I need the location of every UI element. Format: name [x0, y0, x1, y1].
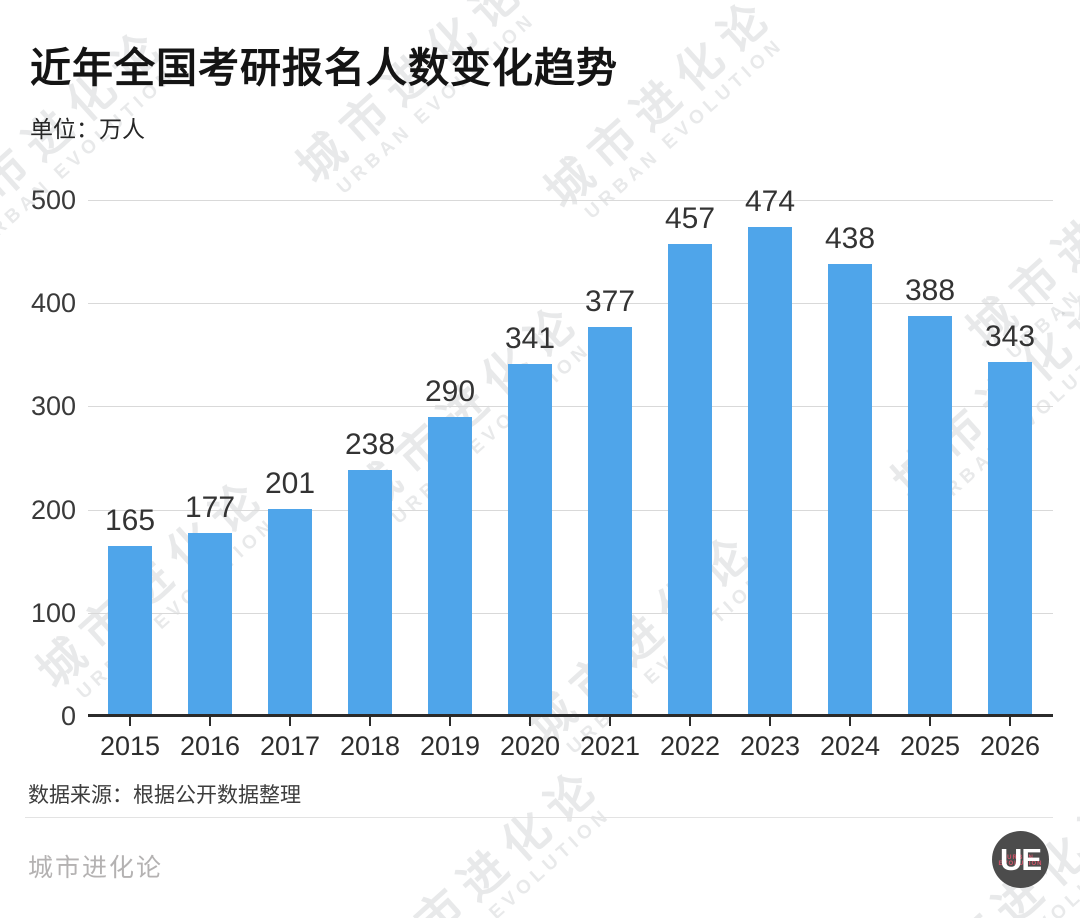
x-axis-tick	[529, 717, 531, 726]
watermark-cn-text: 城市进化论	[897, 780, 1080, 918]
bar-2023	[748, 226, 792, 716]
bar-value-label: 377	[584, 284, 636, 318]
brand-logo: URBAN EVOLUTION UE	[992, 831, 1049, 888]
gridline-300	[88, 406, 1053, 408]
bar-value-label: 457	[664, 202, 716, 236]
x-axis-tick	[929, 717, 931, 726]
y-axis-tick-label: 500	[30, 185, 76, 215]
x-axis-tick-label: 2023	[739, 731, 801, 761]
gridline-100	[88, 612, 1053, 614]
bar-value-label: 165	[104, 503, 156, 537]
x-axis-tick	[449, 717, 451, 726]
x-axis-tick-label: 2022	[659, 731, 721, 761]
bar-value-label: 177	[184, 491, 236, 525]
bar-2021	[588, 326, 632, 716]
bar-value-label: 341	[504, 322, 556, 356]
bar-value-label: 438	[824, 221, 876, 255]
y-axis-tick-label: 300	[30, 391, 76, 422]
y-axis-tick-label: 400	[30, 288, 76, 319]
watermark-cn-text: 城市进化论	[362, 755, 613, 918]
gridline-400	[88, 303, 1053, 305]
bar-value-label: 474	[744, 184, 796, 218]
x-axis-tick-label: 2016	[179, 731, 241, 761]
bar-2015	[108, 545, 152, 716]
bar-value-label: 343	[984, 320, 1036, 354]
x-axis-tick	[209, 717, 211, 726]
x-axis-tick-label: 2018	[339, 731, 401, 761]
brand-text: 城市进化论	[28, 854, 164, 882]
watermark-cn-text: 城市进化论	[535, 0, 786, 218]
bar-2017	[268, 508, 312, 716]
x-axis-tick	[129, 717, 131, 726]
x-axis-tick-label: 2017	[259, 731, 321, 761]
gridline-200	[88, 509, 1053, 511]
x-axis-tick	[1009, 717, 1011, 726]
x-axis-tick-label: 2024	[819, 731, 881, 761]
bar-value-label: 290	[424, 374, 476, 408]
source-note: 数据来源：根据公开数据整理	[28, 784, 301, 807]
page-title: 近年全国考研报名人数变化趋势	[30, 45, 618, 91]
brand-logo-subtext: URBAN EVOLUTION	[998, 855, 1043, 867]
bar-2026	[988, 362, 1032, 716]
x-axis-tick	[609, 717, 611, 726]
x-axis-tick-label: 2025	[899, 731, 961, 761]
footer-divider	[25, 817, 1053, 818]
x-axis-tick-label: 2015	[99, 731, 161, 761]
bar-2019	[428, 416, 472, 716]
x-axis-tick-label: 2026	[979, 731, 1041, 761]
bar-2025	[908, 315, 952, 716]
bar-2020	[508, 364, 552, 716]
y-axis-tick-label: 100	[30, 597, 76, 628]
x-axis-tick-label: 2019	[419, 731, 481, 761]
x-axis-tick-label: 2021	[579, 731, 641, 761]
bar-2016	[188, 533, 232, 716]
watermark-en-text: URBAN EVOLUTION	[408, 803, 616, 918]
x-axis-line	[88, 714, 1053, 717]
bar-2022	[668, 244, 712, 716]
watermark-en-text: URBAN EVOLUTION	[333, 8, 541, 199]
y-axis-tick-label: 200	[30, 494, 76, 525]
gridline-500	[88, 200, 1053, 201]
bar-value-label: 238	[344, 428, 396, 462]
unit-label: 单位：万人	[30, 116, 145, 142]
x-axis-tick	[849, 717, 851, 726]
brand-logo-monogram: UE	[999, 841, 1042, 877]
bar-2018	[348, 470, 392, 716]
bar-value-label: 388	[904, 273, 956, 307]
watermark-cn-text: 城市进化论	[287, 0, 538, 193]
x-axis-tick	[689, 717, 691, 726]
bar-chart-plot-area: 165 177 201 238 290 341 377 457 474 438 388 343	[88, 185, 1053, 716]
x-axis-tick	[769, 717, 771, 726]
x-axis-tick	[289, 717, 291, 726]
y-axis-tick-label: 0	[60, 701, 76, 731]
x-axis-tick	[369, 717, 371, 726]
bar-2024	[828, 263, 872, 716]
bar-value-label: 201	[264, 466, 316, 500]
x-axis-tick-label: 2020	[499, 731, 561, 761]
